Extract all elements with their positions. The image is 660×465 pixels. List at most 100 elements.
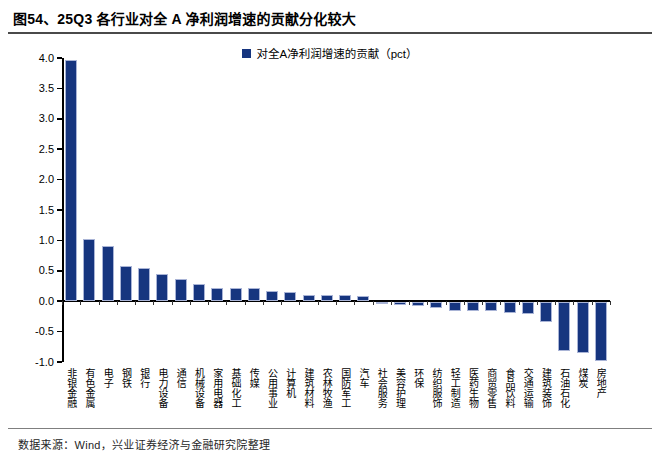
bar (485, 302, 497, 311)
y-axis-tick (57, 209, 62, 211)
y-axis-label: 4.0 (20, 53, 54, 64)
x-axis-label: 基础化工 (229, 368, 241, 408)
bar (83, 239, 95, 301)
x-axis-label: 商贸零售 (485, 368, 497, 408)
x-axis-label: 汽车 (357, 368, 369, 388)
x-axis-label: 钢铁 (119, 368, 131, 388)
category-tick (153, 301, 154, 305)
category-tick (208, 301, 209, 305)
x-axis-label: 美容护理 (393, 368, 405, 408)
bar (156, 274, 168, 301)
x-axis-label: 房地产 (594, 368, 606, 398)
bar (230, 288, 242, 301)
x-axis-label: 计算机 (284, 368, 296, 398)
y-axis-label: 0.0 (20, 296, 54, 307)
y-axis-label: 2.5 (20, 144, 54, 155)
category-tick (555, 301, 556, 305)
bar (284, 292, 296, 301)
x-axis-label: 通信 (174, 368, 186, 388)
bar (504, 302, 516, 312)
y-axis-label: -1.0 (20, 357, 54, 368)
category-tick (482, 301, 483, 305)
x-axis-label: 公用事业 (266, 368, 278, 408)
bar (357, 296, 369, 301)
bar (412, 302, 424, 306)
y-axis-label: 0.5 (20, 265, 54, 276)
x-axis-label: 电子 (101, 368, 113, 388)
x-axis-label: 银行 (138, 368, 150, 388)
data-source-text: 数据来源：Wind，兴业证券经济与金融研究院整理 (18, 436, 270, 452)
category-tick (573, 301, 574, 305)
y-axis-label: 1.0 (20, 235, 54, 246)
category-tick (172, 301, 173, 305)
bar (102, 246, 114, 301)
category-tick (610, 301, 611, 305)
category-tick (80, 301, 81, 305)
x-axis-label: 家用电器 (211, 368, 223, 408)
y-axis-tick (57, 118, 62, 120)
y-axis-tick (57, 148, 62, 150)
x-axis-label: 国防军工 (339, 368, 351, 408)
category-tick (117, 301, 118, 305)
footer-divider (8, 428, 652, 429)
bar (430, 302, 442, 308)
y-axis-tick (57, 179, 62, 181)
category-tick (354, 301, 355, 305)
x-axis-label: 传媒 (247, 368, 259, 388)
bar (138, 268, 150, 301)
x-axis-label: 社会服务 (375, 368, 387, 408)
category-tick (373, 301, 374, 305)
bar (175, 279, 187, 301)
y-axis-tick (57, 240, 62, 242)
category-tick (336, 301, 337, 305)
bar (394, 302, 406, 304)
category-tick (263, 301, 264, 305)
x-axis-label: 环保 (412, 368, 424, 388)
y-axis-label: 1.5 (20, 205, 54, 216)
category-tick (409, 301, 410, 305)
x-axis-label: 食品饮料 (503, 368, 515, 408)
bar (321, 295, 333, 301)
bar (248, 288, 260, 301)
x-axis-label: 石油石化 (558, 368, 570, 408)
bar (65, 60, 77, 301)
y-axis-tick (57, 57, 62, 59)
bar (595, 302, 607, 361)
y-axis-label: 2.0 (20, 174, 54, 185)
category-tick (226, 301, 227, 305)
y-axis (62, 58, 64, 362)
bar (339, 295, 351, 301)
bar (577, 302, 589, 353)
y-axis-tick (57, 361, 62, 363)
x-axis-label: 电力设备 (156, 368, 168, 408)
category-tick (281, 301, 282, 305)
bar (522, 302, 534, 314)
x-axis-label: 非银金融 (65, 368, 77, 408)
bar-chart-plot-area: 4.03.53.02.52.01.51.00.50.0-0.5-1.0非银金融有… (0, 0, 660, 465)
x-axis-label: 纺织服饰 (430, 368, 442, 408)
category-tick (464, 301, 465, 305)
x-axis-label: 有色金属 (83, 368, 95, 408)
x-axis-label: 机械设备 (193, 368, 205, 408)
category-tick (299, 301, 300, 305)
bar (266, 291, 278, 301)
category-tick (318, 301, 319, 305)
bar (303, 295, 315, 302)
bar (376, 302, 388, 304)
y-axis-tick (57, 88, 62, 90)
category-tick (427, 301, 428, 305)
category-tick (500, 301, 501, 305)
bar (449, 302, 461, 311)
x-axis-label: 医药生物 (467, 368, 479, 408)
y-axis-label: 3.5 (20, 83, 54, 94)
bar (540, 302, 552, 321)
x-axis-label: 建筑装饰 (540, 368, 552, 408)
category-tick (391, 301, 392, 305)
x-axis-label: 农林牧渔 (320, 368, 332, 408)
bar (120, 266, 132, 301)
x-axis-label: 煤炭 (576, 368, 588, 388)
category-tick (245, 301, 246, 305)
bar (211, 288, 223, 301)
bar (558, 302, 570, 351)
y-axis-label: -0.5 (20, 326, 54, 337)
